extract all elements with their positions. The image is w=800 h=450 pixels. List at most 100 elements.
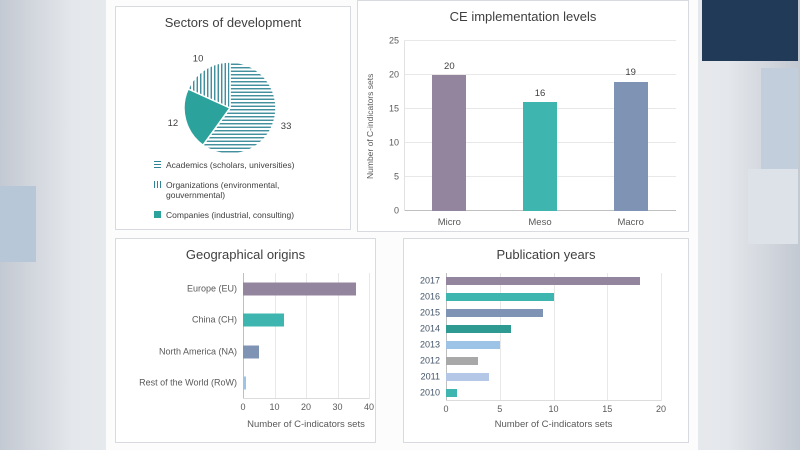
bar-row: Rest of the World (RoW)	[139, 368, 369, 400]
bar-row: 2012	[420, 353, 661, 369]
category-label: 2017	[419, 275, 440, 286]
gridline	[499, 273, 501, 401]
bar-value-label: 16	[534, 87, 546, 99]
bar-row: China (CH)	[192, 305, 369, 337]
chart-card-geographical-origins: Geographical origins 0 10 20 30 40 Europe (EU…	[115, 238, 376, 443]
gridline	[404, 74, 676, 75]
plot-area-publication-years: 0 5 10 15 20 2017 2016 2015 2014 2013 2012 2011 2010	[420, 273, 666, 414]
bar	[243, 313, 284, 327]
bar-row: 2016	[420, 289, 661, 305]
bar-slot: 19 Macro	[585, 41, 676, 227]
background-left-blue-block	[0, 186, 36, 262]
category-label: Rest of the World (RoW)	[139, 377, 237, 388]
legend-marker-v-lines-icon	[154, 180, 161, 188]
gridline	[337, 273, 339, 399]
legend-item: Academics (scholars, universities)	[154, 160, 324, 171]
x-axis-title: Number of C-indicators sets	[247, 419, 365, 430]
y-tick-label: 10	[388, 137, 399, 148]
gridline	[369, 273, 370, 399]
x-tick-label: 0	[240, 402, 246, 412]
pie-value-label: 10	[193, 53, 204, 64]
bar-slot: 20 Micro	[404, 41, 495, 227]
x-tick-label: 10	[548, 404, 559, 414]
category-label: China (CH)	[191, 314, 237, 325]
bar	[446, 309, 543, 317]
bar-row: 2011	[421, 369, 661, 385]
legend-label: Companies (industrial, consulting)	[166, 209, 295, 220]
bar-row: 2017	[420, 273, 661, 289]
x-tick-label: 20	[655, 404, 667, 414]
bar-value-label: 20	[444, 60, 455, 72]
y-axis-title: Number of C-indicators sets	[365, 73, 375, 179]
legend-marker-solid-icon	[154, 210, 161, 218]
chart-title-publication-years: Publication years	[496, 247, 596, 262]
plot-area-ce-levels: 0 5 10 15 20 25 20 Micro 16 Meso 19 Macro	[389, 36, 676, 227]
background-right-light-block	[748, 169, 798, 244]
bar-row: 2015	[420, 305, 661, 321]
pie-value-label: 33	[281, 121, 292, 132]
bar	[243, 345, 259, 359]
y-tick-label: 15	[388, 103, 399, 114]
chart-title-geographical-origins: Geographical origins	[185, 247, 306, 262]
chart-title-ce-levels: CE implementation levels	[449, 9, 597, 24]
bar	[432, 75, 467, 211]
gridline	[607, 273, 609, 401]
chart-card-ce-levels: CE implementation levels Number of C-ind…	[357, 0, 689, 232]
bar-row: Europe (EU)	[187, 273, 369, 305]
y-tick-label: 20	[388, 69, 399, 80]
bottom-axis-line	[446, 400, 661, 401]
bar-row: North America (NA)	[159, 336, 369, 368]
x-axis-title: Number of C-indicators sets	[494, 419, 613, 430]
y-axis-line	[446, 273, 447, 401]
legend-label: Academics (scholars, universities)	[166, 160, 295, 170]
chart-title-sectors: Sectors of development	[164, 15, 302, 30]
pie-slice	[201, 61, 277, 155]
x-tick-label: 20	[300, 402, 312, 412]
category-label: 2012	[419, 355, 440, 366]
bar	[446, 293, 554, 301]
bar-row: 2014	[420, 321, 661, 337]
legend-marker-h-lines-icon	[154, 161, 161, 168]
background-navy-block	[702, 0, 798, 61]
category-label: Micro	[437, 217, 461, 228]
pie-value-label: 12	[168, 118, 179, 129]
bar	[522, 102, 557, 211]
category-label: Meso	[528, 217, 552, 228]
legend-item: Organizations (environmental, gouvernmen…	[154, 180, 324, 201]
bar	[446, 341, 500, 349]
x-tick-label: 30	[332, 402, 343, 412]
legend-label: Organizations (environmental, gouvernmen…	[166, 179, 280, 201]
y-tick-label: 25	[388, 35, 399, 46]
x-tick-label: 0	[443, 404, 449, 414]
bottom-axis-line	[243, 398, 369, 399]
value-axis-line	[404, 41, 405, 211]
gridline	[404, 40, 676, 41]
bar	[613, 81, 648, 211]
background-right-blue-block	[761, 68, 798, 169]
y-tick-label: 0	[393, 205, 399, 216]
x-tick-label: 40	[363, 402, 375, 412]
bar	[243, 376, 247, 390]
pie-plot-area: 33 12 10	[136, 31, 332, 159]
category-label: 2015	[419, 307, 440, 318]
bar	[446, 373, 489, 381]
pie-legend: Academics (scholars, universities) Organi…	[154, 160, 324, 230]
category-label: Europe (EU)	[186, 283, 237, 294]
x-tick-label: 15	[602, 404, 613, 414]
category-label: 2010	[419, 387, 440, 398]
bar	[446, 357, 479, 365]
y-tick-label: 5	[393, 171, 399, 182]
category-label: Macro	[617, 217, 644, 228]
chart-card-publication-years: Publication years 0 5 10 15 20 2017 2016 2015 20…	[403, 238, 689, 443]
bar-row: 2010	[420, 385, 661, 401]
gridline	[274, 273, 276, 399]
category-label: 2016	[419, 291, 440, 302]
gridline	[306, 273, 307, 399]
gridline	[661, 273, 662, 401]
category-label: North America (NA)	[158, 346, 237, 357]
bar	[446, 325, 511, 333]
bar	[243, 282, 357, 296]
pie-slice	[187, 61, 231, 110]
category-label: 2011	[420, 371, 440, 382]
plot-area-geographical-origins: 0 10 20 30 40 Europe (EU) China (CH) North Amer…	[139, 273, 374, 412]
